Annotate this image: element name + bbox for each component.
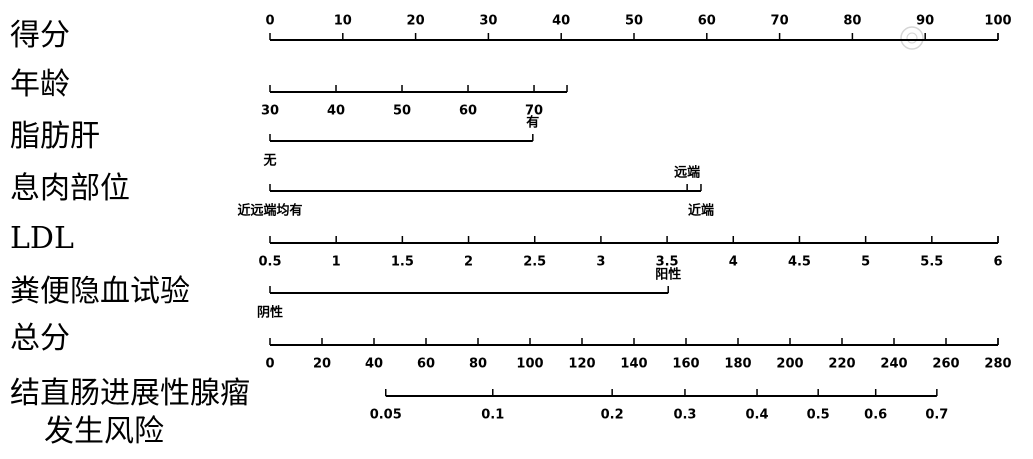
tick-label: 0.4 [746, 408, 769, 423]
tick-label: 100 [516, 357, 543, 372]
tick-label: 80 [843, 14, 861, 29]
tick-label: 0.5 [807, 408, 830, 423]
tick-label: 0 [265, 14, 274, 29]
tick-label: 无 [262, 154, 276, 169]
tick-label: 1.5 [391, 255, 414, 270]
tick-label: 0 [265, 357, 274, 372]
tick-label: 1 [332, 255, 341, 270]
tick-label: 0.3 [673, 408, 696, 423]
tick-label: 70 [525, 104, 543, 119]
tick-label: 30 [479, 14, 497, 29]
tick-label: 10 [334, 14, 352, 29]
tick-label: 近端 [688, 203, 714, 219]
tick-label: 3.5 [656, 255, 679, 270]
row-label: 得分 [10, 18, 70, 53]
tick-label: 40 [327, 104, 345, 119]
tick-label: 3 [596, 255, 605, 270]
row-label: 粪便隐血试验 [10, 274, 190, 309]
tick-label: 40 [552, 14, 570, 29]
row-label: 息肉部位 [10, 171, 130, 206]
tick-label: 70 [771, 14, 789, 29]
watermark [900, 26, 924, 50]
tick-label: 5 [861, 255, 870, 270]
tick-label: 260 [932, 357, 959, 372]
tick-label: 0.1 [481, 408, 504, 423]
tick-label: 90 [916, 14, 934, 29]
tick-label: 50 [393, 104, 411, 119]
tick-label: 0.05 [370, 408, 402, 423]
tick-label: 0.2 [601, 408, 624, 423]
tick-label: 280 [984, 357, 1011, 372]
tick-label: 4 [729, 255, 738, 270]
tick-label: 40 [365, 357, 383, 372]
tick-label: 140 [620, 357, 647, 372]
tick-label: 2.5 [523, 255, 546, 270]
tick-label: 30 [261, 104, 279, 119]
row-label: 年龄 [10, 67, 70, 102]
tick-label: 120 [568, 357, 595, 372]
tick-label: 4.5 [788, 255, 811, 270]
row-label: 总分 [10, 321, 70, 356]
tick-label: 0.6 [864, 408, 887, 423]
tick-label: 远端 [674, 165, 700, 181]
tick-label: 240 [880, 357, 907, 372]
tick-label: 0.5 [258, 255, 281, 270]
row-label: 发生风险 [44, 414, 164, 449]
tick-label: 有 [526, 115, 539, 131]
row-label: 结直肠进展性腺瘤 [10, 376, 250, 411]
row-label: 脂肪肝 [10, 119, 100, 154]
tick-label: 20 [313, 357, 331, 372]
tick-label: 180 [724, 357, 751, 372]
tick-label: 阳性 [655, 267, 681, 283]
tick-label: 6 [993, 255, 1002, 270]
tick-label: 50 [625, 14, 643, 29]
row-label: LDL [10, 221, 74, 256]
tick-label: 80 [469, 357, 487, 372]
tick-label: 20 [407, 14, 425, 29]
tick-label: 220 [828, 357, 855, 372]
tick-label: 近远端均有 [237, 203, 302, 219]
tick-label: 200 [776, 357, 803, 372]
tick-label: 5.5 [920, 255, 943, 270]
tick-label: 阴性 [257, 305, 283, 321]
tick-label: 100 [984, 14, 1011, 29]
tick-label: 60 [459, 104, 477, 119]
tick-label: 60 [417, 357, 435, 372]
tick-label: 160 [672, 357, 699, 372]
tick-label: 2 [464, 255, 473, 270]
tick-label: 0.7 [925, 408, 948, 423]
tick-label: 60 [698, 14, 716, 29]
